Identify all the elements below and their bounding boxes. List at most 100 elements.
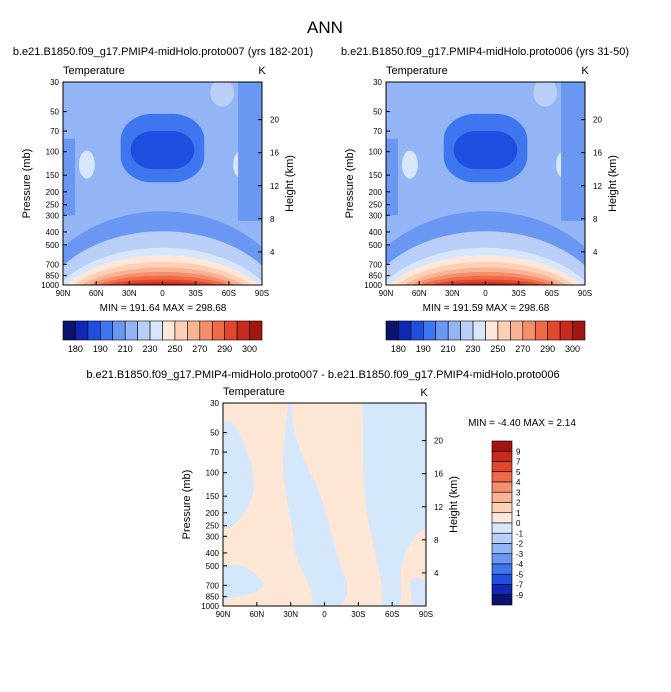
- y-tick-label: 150: [369, 171, 383, 180]
- colorbar-box: [385, 320, 399, 341]
- height-tick-label: 4: [434, 569, 439, 578]
- y-tick-label: 700: [369, 260, 383, 269]
- colorbar-box: [447, 320, 461, 341]
- colorbar-box: [559, 320, 573, 341]
- colorbar-box: [491, 461, 513, 473]
- x-tick-label: 30S: [512, 289, 526, 298]
- colorbar-label: 5: [516, 468, 521, 477]
- height-axis-label: Height (km): [284, 155, 296, 212]
- colorbar-box: [187, 320, 201, 341]
- y-tick-label: 50: [373, 108, 382, 117]
- colorbar-label: 290: [540, 344, 555, 354]
- y-tick-label: 400: [206, 549, 220, 558]
- contour-band: [561, 82, 585, 221]
- x-tick-label: 60N: [89, 289, 104, 298]
- height-tick-label: 12: [434, 503, 443, 512]
- y-tick-label: 150: [46, 171, 60, 180]
- colorbar-label: 2: [516, 499, 521, 508]
- colorbar-label: 190: [416, 344, 431, 354]
- colorbar-label: 7: [516, 458, 521, 467]
- colorbar-box: [491, 594, 513, 606]
- colorbar-box: [472, 320, 486, 341]
- colorbar-label: 0: [516, 519, 521, 528]
- colorbar-box: [491, 553, 513, 565]
- pressure-axis-label: Pressure (mb): [181, 470, 193, 540]
- colorbar-label: 180: [391, 344, 406, 354]
- y-tick-label: 300: [206, 532, 220, 541]
- height-tick-label: 16: [434, 470, 443, 479]
- x-tick-label: 60S: [545, 289, 559, 298]
- y-tick-label: 500: [206, 562, 220, 571]
- colorbar-box: [485, 320, 499, 341]
- colorbar-box: [423, 320, 437, 341]
- colorbar-label: -5: [516, 570, 524, 579]
- colorbar-box: [497, 320, 511, 341]
- colorbar-box: [410, 320, 424, 341]
- panel-right-subtitle: Temperature: [386, 65, 448, 77]
- colorbar-box: [491, 471, 513, 483]
- panel-left-subtitle: Temperature: [63, 65, 125, 77]
- panel-right-minmax: MIN = 191.59 MAX = 298.68: [423, 303, 550, 314]
- y-tick-label: 30: [50, 78, 59, 87]
- panel-diff-title: b.e21.B1850.f09_g17.PMIP4-midHolo.proto0…: [86, 369, 559, 381]
- contour-band: [223, 564, 264, 602]
- x-tick-label: 90N: [216, 610, 231, 619]
- colorbar-box: [199, 320, 213, 341]
- x-tick-label: 30N: [283, 610, 298, 619]
- colorbar-label: 230: [466, 344, 481, 354]
- colorbar-box: [491, 522, 513, 534]
- y-tick-label: 250: [206, 522, 220, 531]
- colorbar-box: [510, 320, 524, 341]
- height-tick-label: 12: [593, 182, 602, 191]
- x-tick-label: 30N: [122, 289, 137, 298]
- contour-band: [210, 82, 235, 107]
- contour-band: [63, 138, 75, 216]
- panel-diff-subtitle: Temperature: [223, 386, 285, 398]
- colorbar-label: -2: [516, 540, 524, 549]
- x-tick-label: 30S: [351, 610, 365, 619]
- y-tick-label: 70: [210, 448, 219, 457]
- panel-left-minmax: MIN = 191.64 MAX = 298.68: [100, 303, 227, 314]
- contour-band: [78, 150, 95, 179]
- y-tick-label: 700: [46, 260, 60, 269]
- contour-band: [223, 421, 254, 529]
- x-tick-label: 60N: [249, 610, 264, 619]
- colorbar-label: 290: [217, 344, 232, 354]
- x-tick-label: 0: [322, 610, 327, 619]
- colorbar-label: -9: [516, 591, 524, 600]
- colorbar-box: [460, 320, 474, 341]
- x-tick-label: 90S: [419, 610, 433, 619]
- y-tick-label: 500: [369, 241, 383, 250]
- x-tick-label: 90S: [578, 289, 592, 298]
- colorbar-label: 300: [565, 344, 580, 354]
- height-axis-label: Height (km): [448, 476, 460, 533]
- temperature-field: [386, 82, 585, 285]
- plot-right-area: [386, 82, 585, 285]
- y-tick-label: 400: [46, 228, 60, 237]
- plot-diff-area: [223, 403, 426, 606]
- colorbar-box: [547, 320, 561, 341]
- difference-field: [223, 403, 426, 606]
- colorbar-box: [249, 320, 263, 341]
- y-tick-label: 100: [46, 148, 60, 157]
- colorbar-box: [62, 320, 76, 341]
- colorbar-box: [572, 320, 586, 341]
- y-tick-label: 30: [210, 399, 219, 408]
- x-tick-label: 60S: [385, 610, 399, 619]
- height-tick-label: 8: [434, 536, 439, 545]
- pressure-axis-label: Pressure (mb): [344, 149, 356, 219]
- colorbar-label: 3: [516, 488, 521, 497]
- x-tick-label: 30N: [445, 289, 460, 298]
- y-tick-label: 250: [46, 201, 60, 210]
- temperature-field: [63, 82, 262, 285]
- height-axis-label: Height (km): [607, 155, 619, 212]
- contour-band: [386, 138, 398, 216]
- y-tick-label: 250: [369, 201, 383, 210]
- height-tick-label: 16: [270, 149, 279, 158]
- x-tick-label: 90S: [255, 289, 269, 298]
- panel-right-title: b.e21.B1850.f09_g17.PMIP4-midHolo.proto0…: [341, 46, 629, 58]
- colorbar-left: 180 190 210 230 250 270 290 300: [62, 320, 263, 354]
- y-tick-label: 850: [369, 272, 383, 281]
